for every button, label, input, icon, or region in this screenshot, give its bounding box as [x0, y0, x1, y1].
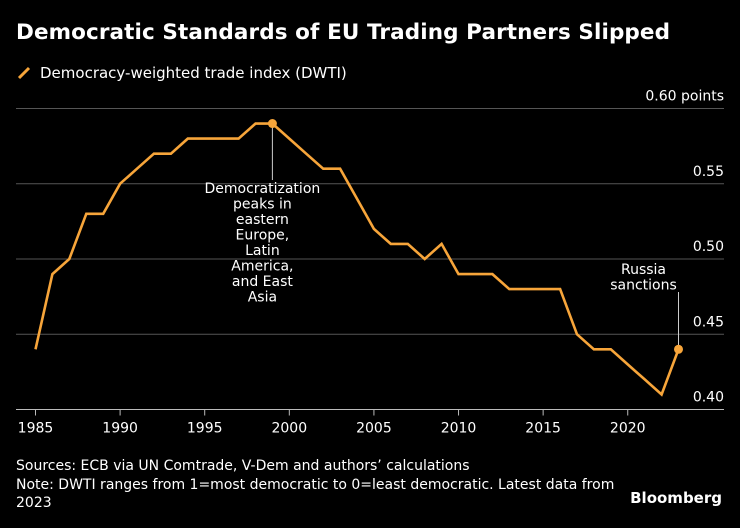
- footer: Sources: ECB via UN Comtrade, V-Dem and …: [16, 457, 616, 513]
- x-tick-label: 1990: [102, 421, 138, 437]
- dwti-series-line: [34, 122, 680, 397]
- chart-title: Democratic Standards of EU Trading Partn…: [16, 20, 671, 45]
- y-tick-label: 0.40: [693, 390, 724, 406]
- x-tick-label: 2005: [356, 421, 392, 437]
- y-tick-label: 0.50: [693, 239, 724, 255]
- annotation-marker-dot: [674, 344, 683, 354]
- bloomberg-logo: Bloomberg: [630, 489, 722, 507]
- y-tick-label: 0.45: [693, 314, 724, 330]
- x-tick-label: 1985: [18, 421, 54, 437]
- y-tick-label: 0.55: [693, 164, 724, 180]
- diagonal-line-icon: [17, 66, 31, 80]
- y-tick-label: 0.60 points: [645, 89, 724, 105]
- annotation-democratization-peak: Democratization peaks in eastern Europe, Lat…: [205, 181, 321, 306]
- sources-text: Sources: ECB via UN Comtrade, V-Dem and …: [16, 458, 470, 474]
- x-tick-label: 2020: [610, 421, 646, 437]
- legend-label: Democracy-weighted trade index (DWTI): [40, 64, 347, 82]
- legend: Democracy-weighted trade index (DWTI): [16, 64, 347, 82]
- annotation-marker-dot: [267, 119, 277, 129]
- annotation-russia-sanctions: Russia sanctions: [610, 262, 677, 294]
- x-tick-label: 2010: [441, 421, 477, 437]
- x-tick-label: 2015: [525, 421, 561, 437]
- note-text: Note: DWTI ranges from 1=most democratic…: [16, 476, 615, 512]
- x-tick-label: 2000: [271, 421, 307, 437]
- x-tick-label: 1995: [187, 421, 223, 437]
